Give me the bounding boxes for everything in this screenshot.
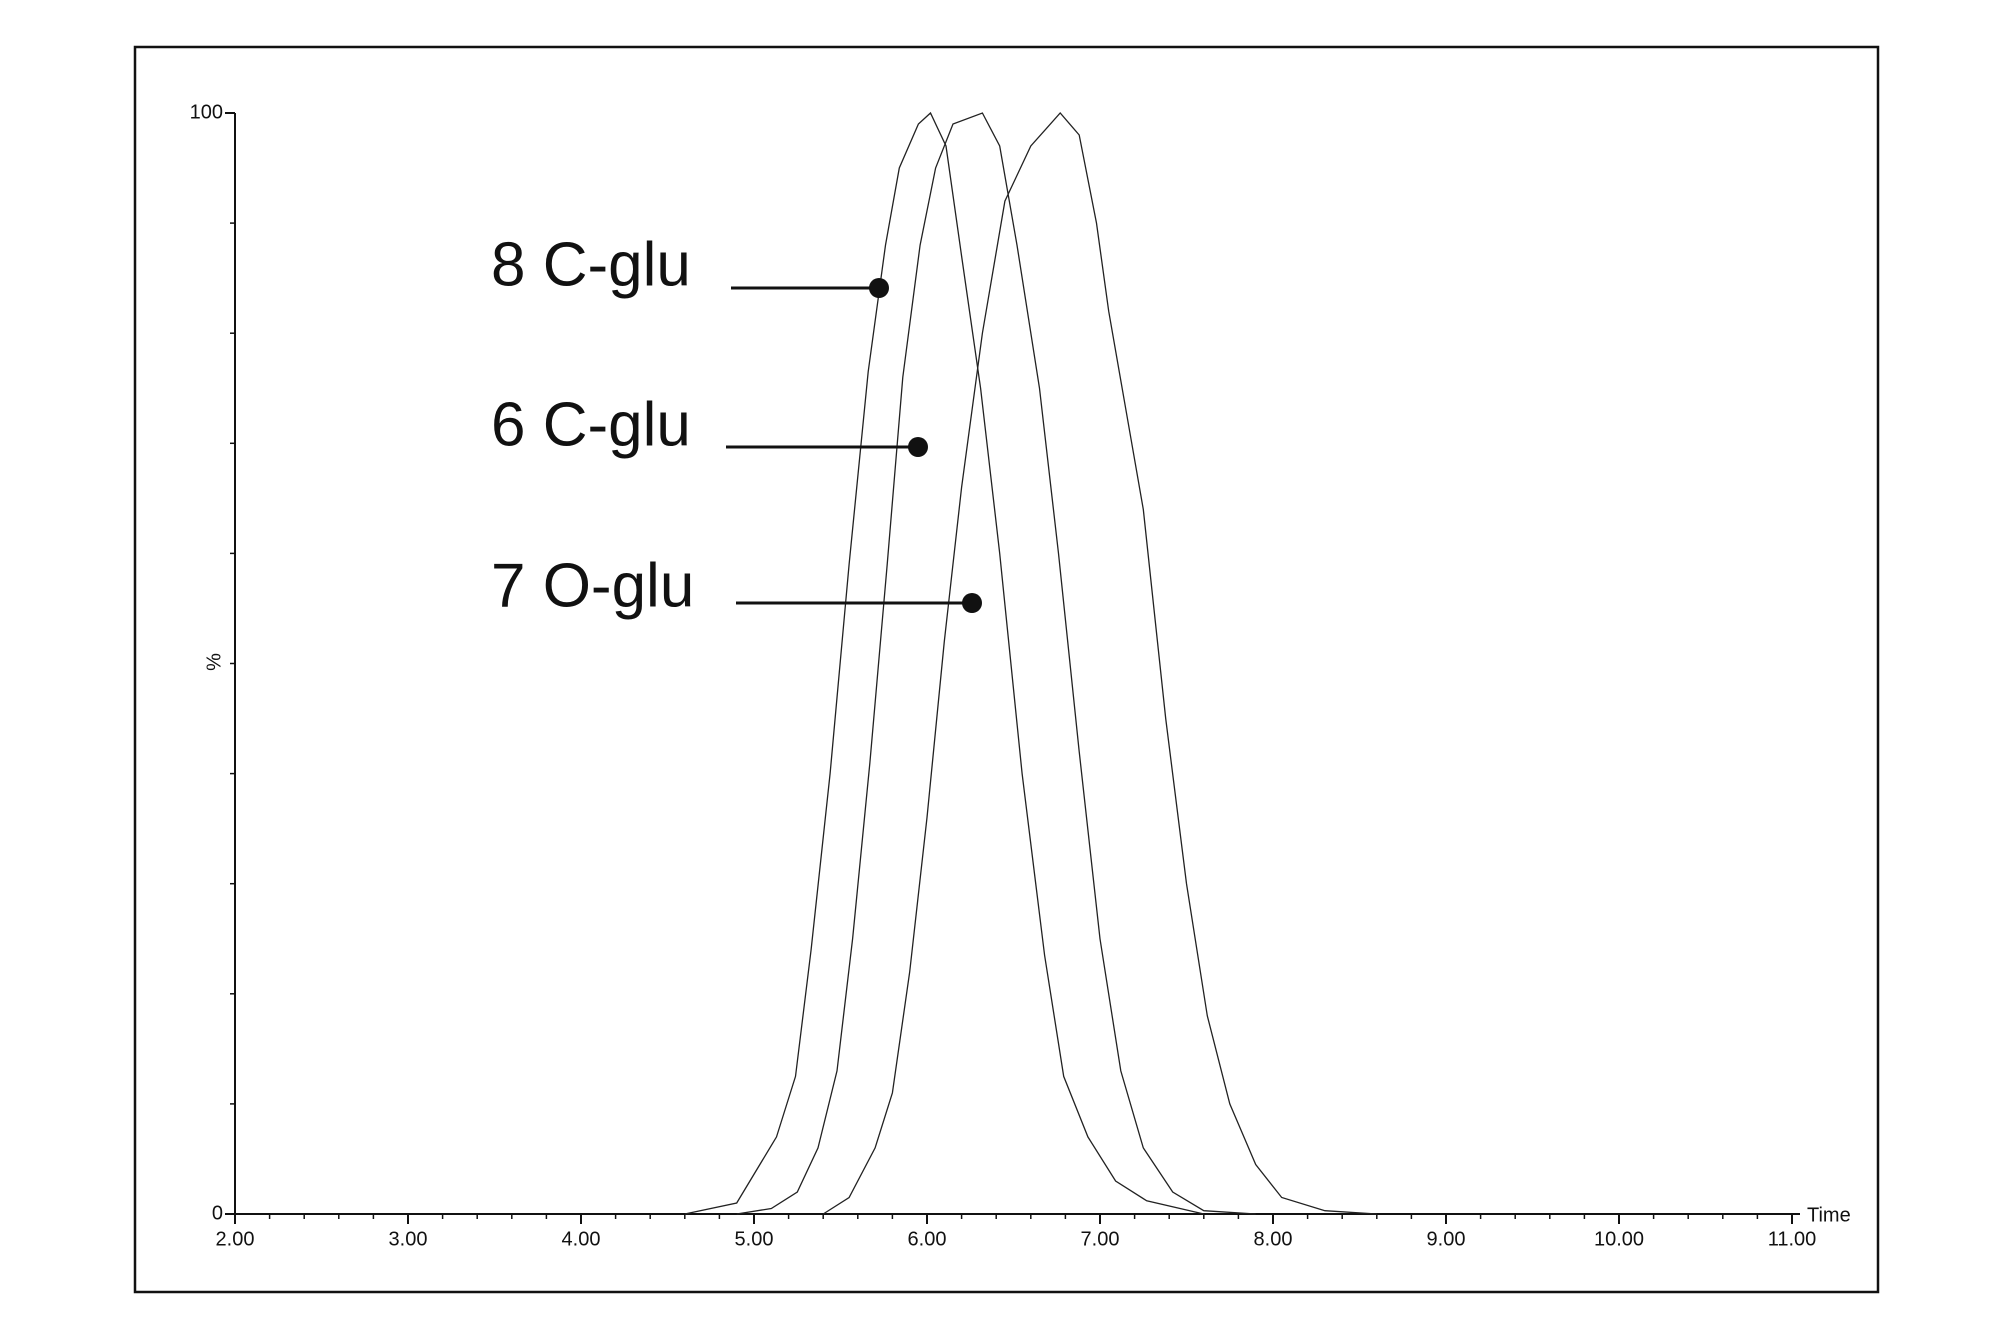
series-line (736, 112, 1256, 1215)
label-dot (908, 437, 928, 457)
x-tick-label: 11.00 (1768, 1228, 1817, 1250)
y-tick-label: 100 (190, 101, 223, 123)
series-line (684, 111, 1204, 1215)
chart-frame (133, 45, 1880, 1294)
y-axis-label: % (203, 653, 225, 671)
label-dot (962, 593, 982, 613)
x-tick-label: 8.00 (1254, 1228, 1293, 1250)
x-tick-label: 9.00 (1427, 1228, 1466, 1250)
x-axis-label: Time (1807, 1204, 1851, 1226)
x-tick-label: 5.00 (735, 1228, 774, 1250)
x-tick-label: 4.00 (562, 1228, 601, 1250)
series-label: 8 C-glu (491, 230, 691, 299)
x-tick-label: 7.00 (1081, 1228, 1120, 1250)
label-dot (869, 278, 889, 298)
series-label: 6 C-glu (491, 390, 691, 459)
series-line (822, 112, 1377, 1215)
y-tick-label: 0 (212, 1202, 223, 1224)
x-tick-label: 6.00 (908, 1228, 947, 1250)
x-tick-label: 2.00 (216, 1228, 255, 1250)
series-label: 7 O-glu (491, 551, 694, 620)
x-tick-label: 3.00 (389, 1228, 428, 1250)
x-tick-label: 10.00 (1594, 1228, 1644, 1250)
